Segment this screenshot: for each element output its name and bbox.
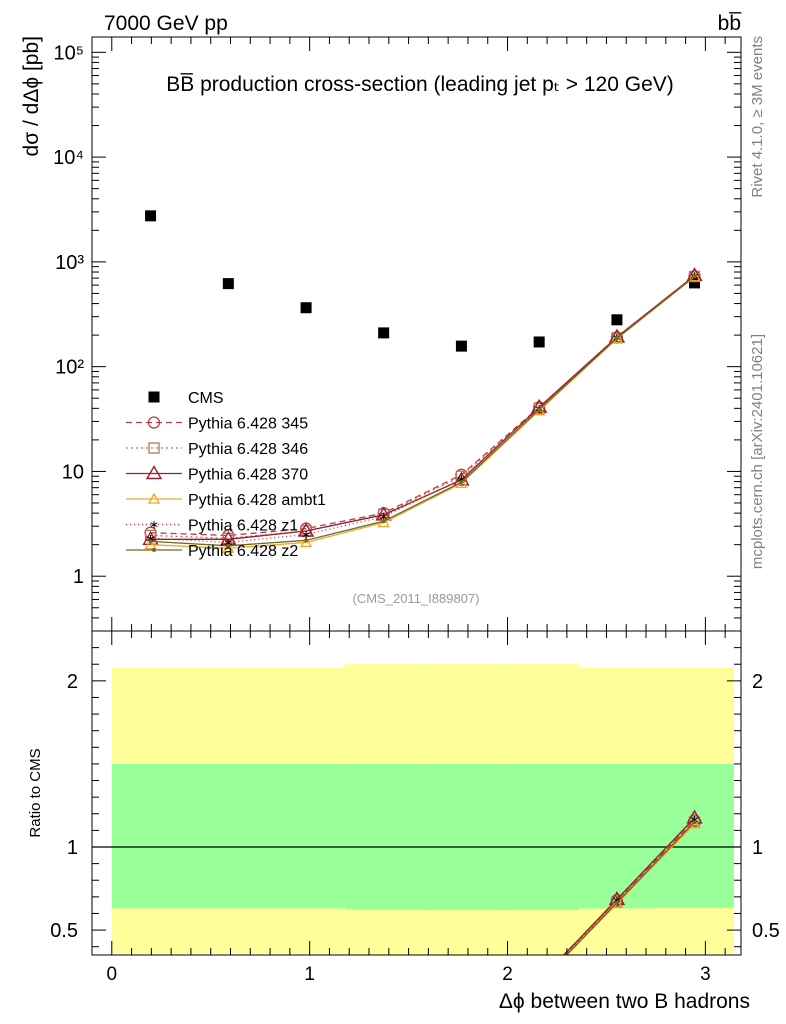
- legend-label-1: Pythia 6.428 345: [188, 416, 308, 433]
- ratio-marker: [688, 816, 701, 828]
- ratio-marker: [692, 820, 697, 825]
- data-point: [304, 538, 309, 543]
- y-tick-label-1: 10: [62, 461, 84, 483]
- legend: CMS Pythia 6.428 345 Pythia 6.428 346 Pythi…: [126, 390, 326, 560]
- legend-label-2: Pythia 6.428 346: [188, 441, 308, 458]
- main-ylabel: dσ / dΔϕ [pb]: [20, 36, 43, 156]
- x-tick-label: 3: [700, 964, 711, 985]
- data-point: ∗: [379, 510, 389, 524]
- data-point: [299, 536, 313, 548]
- ratio-marker: ∗: [689, 813, 699, 827]
- main-panel: ∗∗∗∗∗∗∗∗: [142, 210, 703, 553]
- inner-band: [344, 763, 424, 910]
- legend-marker: [148, 442, 160, 454]
- ratio-y-label-left: 2: [67, 671, 78, 693]
- data-point: ∗: [456, 472, 466, 486]
- data-point: ∗: [223, 535, 233, 549]
- data-point: [455, 340, 467, 352]
- data-point: [533, 336, 545, 348]
- y-tick-label-3: 10³: [55, 252, 84, 274]
- legend-marker: [152, 548, 156, 552]
- y-tick-label-5: 10⁵: [53, 42, 84, 64]
- legend-label-6: Pythia 6.428 z2: [188, 543, 298, 560]
- ratio-y-label-left: 0.5: [50, 920, 78, 942]
- data-point: [610, 332, 624, 344]
- ratio-y-label-right: 1: [752, 837, 763, 859]
- ratio-marker: [614, 900, 619, 905]
- ratio-y-label-left: 1: [67, 837, 78, 859]
- y-tick-label-2: 10²: [55, 357, 84, 379]
- ratio-line-0: [562, 819, 696, 955]
- ratio-y-label-right: 2: [752, 671, 763, 693]
- header-left: 7000 GeV pp: [104, 12, 228, 35]
- data-point: [689, 277, 701, 289]
- ratio-marker: [688, 817, 701, 829]
- series-line-6: [150, 275, 695, 547]
- data-point: [614, 336, 619, 341]
- data-point: [297, 522, 315, 537]
- legend-label-4: Pythia 6.428 ambt1: [188, 492, 326, 509]
- data-point: [688, 270, 701, 282]
- series-line-3: [150, 275, 695, 540]
- data-point: [537, 407, 542, 412]
- data-point: [148, 539, 153, 544]
- inner-band: [500, 763, 579, 911]
- analysis-label: (CMS_2011_I889807): [353, 591, 480, 606]
- ratio-frame: [91, 630, 742, 956]
- ratio-marker: ∗: [612, 893, 622, 907]
- data-point: [378, 327, 390, 339]
- data-point: [144, 538, 157, 550]
- data-point: [381, 519, 386, 524]
- data-point: [142, 530, 159, 546]
- legend-label-0: CMS: [188, 390, 224, 407]
- data-point: [533, 404, 546, 416]
- ratio-ylabel: Ratio to CMS: [27, 748, 44, 837]
- y-tick-label-4: 10⁴: [53, 147, 84, 169]
- main-title: BB̅ production cross-section (leading je…: [166, 73, 674, 96]
- legend-marker: ∗: [149, 518, 159, 532]
- data-point: [300, 302, 312, 314]
- inner-band: [655, 763, 734, 908]
- legend-label-3: Pythia 6.428 370: [188, 467, 308, 484]
- inner-band: [189, 763, 268, 909]
- inner-band: [267, 763, 346, 909]
- data-point: ∗: [301, 528, 311, 542]
- data-point: ∗: [146, 531, 156, 545]
- inner-band: [422, 763, 501, 911]
- y-tick-label-0: 1: [73, 566, 84, 588]
- data-point: [611, 314, 623, 326]
- header-right: bb̅: [718, 12, 743, 35]
- x-tick-label: 2: [502, 964, 513, 985]
- legend-marker: [148, 391, 160, 403]
- ratio-series-group: ∗∗: [562, 809, 703, 955]
- data-point: [145, 210, 157, 222]
- data-point: [459, 480, 464, 485]
- x-tick-label: 0: [106, 964, 117, 985]
- ratio-xlabel: Δϕ between two B hadrons: [499, 990, 750, 1013]
- series-line-2: [150, 275, 695, 539]
- inner-band: [111, 763, 191, 909]
- rivet-label: Rivet 4.1.0, ≥ 3M events: [749, 36, 766, 198]
- ratio-panel: ∗∗: [92, 664, 741, 955]
- x-tick-label: 1: [304, 964, 315, 985]
- data-point: [226, 543, 231, 548]
- legend-marker: [145, 465, 163, 480]
- ratio-marker: [610, 897, 624, 909]
- inner-band: [577, 763, 657, 909]
- data-point: [222, 541, 235, 553]
- legend-marker: [147, 492, 161, 504]
- legend-label-5: Pythia 6.428 z1: [188, 518, 298, 535]
- data-point: [222, 278, 234, 290]
- data-point: [692, 274, 697, 279]
- legend-marker: [147, 416, 161, 429]
- ratio-y-label-right: 0.5: [752, 920, 780, 942]
- main-frame: [91, 36, 742, 632]
- mcplots-label: mcplots.cern.ch [arXiv:2401.10621]: [749, 334, 766, 569]
